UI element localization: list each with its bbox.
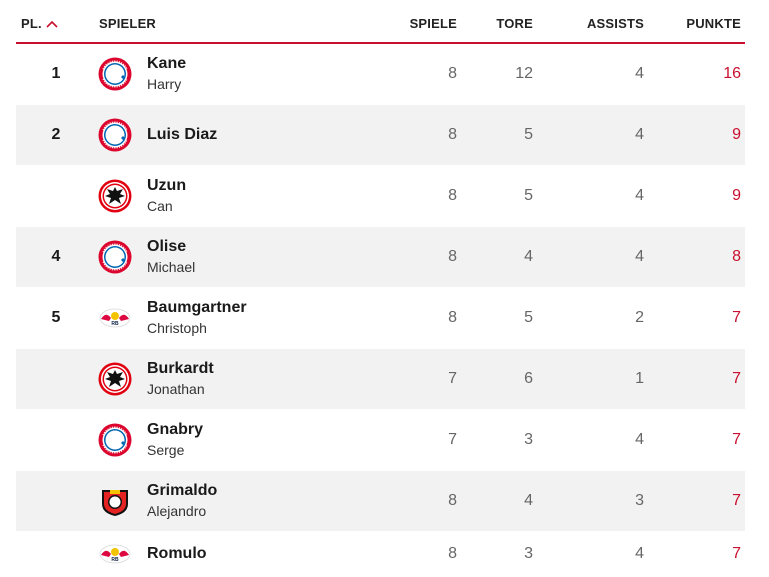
games-cell: 8 bbox=[448, 309, 457, 326]
assists-header[interactable]: ASSISTS bbox=[586, 16, 644, 31]
table-header: PL. SPIELER SPIELE TORE ASSISTS PUNKTE bbox=[16, 0, 745, 44]
player-first-name: Alejandro bbox=[147, 503, 207, 519]
rank-header-label: PL. bbox=[21, 16, 42, 31]
points-cell: 7 bbox=[732, 545, 741, 562]
bayern-logo-icon bbox=[98, 57, 132, 91]
player-name[interactable]: Luis Diaz bbox=[147, 125, 217, 145]
points-cell: 9 bbox=[732, 126, 741, 143]
assists-cell: 4 bbox=[635, 187, 644, 204]
table-row[interactable]: 5 RB Baumgartner Christoph 8 5 2 7 bbox=[16, 288, 745, 349]
leipzig-logo-icon: RB bbox=[98, 537, 132, 571]
table-row[interactable]: 4 Olise Michael 8 4 4 8 bbox=[16, 227, 745, 288]
player-last-name: Olise bbox=[147, 238, 187, 255]
player-name[interactable]: Uzun Can bbox=[147, 176, 186, 216]
player-name[interactable]: Baumgartner Christoph bbox=[147, 298, 247, 338]
assists-cell: 3 bbox=[635, 492, 644, 509]
player-name[interactable]: Romulo bbox=[147, 544, 207, 564]
table-row[interactable]: RB Romulo 8 3 4 7 bbox=[16, 532, 745, 577]
table-row[interactable]: Uzun Can 8 5 4 9 bbox=[16, 166, 745, 227]
games-cell: 8 bbox=[448, 65, 457, 82]
points-cell: 16 bbox=[723, 65, 741, 82]
player-last-name: Gnabry bbox=[147, 421, 204, 438]
assists-cell: 4 bbox=[635, 126, 644, 143]
goals-cell: 5 bbox=[524, 187, 533, 204]
bayern-logo-icon bbox=[98, 118, 132, 152]
rank-cell: 2 bbox=[51, 126, 61, 143]
points-cell: 8 bbox=[732, 248, 741, 265]
goals-cell: 4 bbox=[524, 492, 533, 509]
player-name[interactable]: Kane Harry bbox=[147, 54, 186, 94]
rank-cell: 5 bbox=[51, 309, 61, 326]
table-body: 1 Kane Harry 8 12 4 16 2 Luis Diaz 8 5 bbox=[16, 44, 745, 577]
points-cell: 7 bbox=[732, 431, 741, 448]
points-cell: 9 bbox=[732, 187, 741, 204]
goals-cell: 5 bbox=[524, 309, 533, 326]
player-header[interactable]: SPIELER bbox=[99, 16, 157, 31]
games-cell: 7 bbox=[448, 431, 457, 448]
games-cell: 8 bbox=[448, 492, 457, 509]
assists-cell: 4 bbox=[635, 65, 644, 82]
leipzig-logo-icon: RB bbox=[98, 301, 132, 335]
goals-cell: 5 bbox=[524, 126, 533, 143]
assists-cell: 4 bbox=[635, 545, 644, 562]
games-cell: 8 bbox=[448, 545, 457, 562]
table-row[interactable]: Gnabry Serge 7 3 4 7 bbox=[16, 410, 745, 471]
player-last-name: Burkardt bbox=[147, 360, 214, 377]
leverkusen-logo-icon bbox=[98, 484, 132, 518]
goals-cell: 3 bbox=[524, 431, 533, 448]
games-cell: 8 bbox=[448, 126, 457, 143]
svg-text:RB: RB bbox=[111, 557, 119, 563]
player-first-name: Michael bbox=[147, 259, 196, 275]
player-name[interactable]: Gnabry Serge bbox=[147, 420, 203, 460]
player-last-name: Luis Diaz bbox=[147, 126, 218, 143]
goals-header[interactable]: TORE bbox=[496, 16, 533, 31]
assists-cell: 1 bbox=[635, 370, 644, 387]
svg-text:RB: RB bbox=[111, 321, 119, 327]
sort-ascending-icon bbox=[46, 20, 58, 28]
games-cell: 8 bbox=[448, 187, 457, 204]
assists-cell: 4 bbox=[635, 248, 644, 265]
goals-cell: 12 bbox=[515, 65, 533, 82]
assists-cell: 2 bbox=[635, 309, 644, 326]
player-name[interactable]: Grimaldo Alejandro bbox=[147, 481, 217, 521]
points-cell: 7 bbox=[732, 492, 741, 509]
player-first-name: Serge bbox=[147, 442, 185, 458]
player-last-name: Uzun bbox=[147, 177, 187, 194]
rank-cell: 4 bbox=[51, 248, 61, 265]
table-row[interactable]: Burkardt Jonathan 7 6 1 7 bbox=[16, 349, 745, 410]
points-header[interactable]: PUNKTE bbox=[686, 16, 741, 31]
assists-cell: 4 bbox=[635, 431, 644, 448]
player-first-name: Can bbox=[147, 198, 173, 214]
goals-cell: 6 bbox=[524, 370, 533, 387]
frankfurt-logo-icon bbox=[98, 179, 132, 213]
games-cell: 7 bbox=[448, 370, 457, 387]
games-cell: 8 bbox=[448, 248, 457, 265]
sort-rank-header[interactable]: PL. bbox=[21, 17, 58, 31]
player-first-name: Jonathan bbox=[147, 381, 205, 397]
player-last-name: Baumgartner bbox=[147, 299, 247, 316]
player-last-name: Kane bbox=[147, 55, 187, 72]
player-last-name: Romulo bbox=[147, 545, 207, 562]
player-first-name: Harry bbox=[147, 76, 182, 92]
table-row[interactable]: 1 Kane Harry 8 12 4 16 bbox=[16, 44, 745, 105]
frankfurt-logo-icon bbox=[98, 362, 132, 396]
points-cell: 7 bbox=[732, 309, 741, 326]
bayern-logo-icon bbox=[98, 423, 132, 457]
rank-cell: 1 bbox=[51, 65, 61, 82]
table-row[interactable]: Grimaldo Alejandro 8 4 3 7 bbox=[16, 471, 745, 532]
bayern-logo-icon bbox=[98, 240, 132, 274]
player-name[interactable]: Burkardt Jonathan bbox=[147, 359, 214, 399]
goals-cell: 3 bbox=[524, 545, 533, 562]
goals-cell: 4 bbox=[524, 248, 533, 265]
games-header[interactable]: SPIELE bbox=[409, 16, 457, 31]
table-row[interactable]: 2 Luis Diaz 8 5 4 9 bbox=[16, 105, 745, 166]
points-cell: 7 bbox=[732, 370, 741, 387]
player-name[interactable]: Olise Michael bbox=[147, 237, 195, 277]
player-last-name: Grimaldo bbox=[147, 482, 218, 499]
player-first-name: Christoph bbox=[147, 320, 207, 336]
